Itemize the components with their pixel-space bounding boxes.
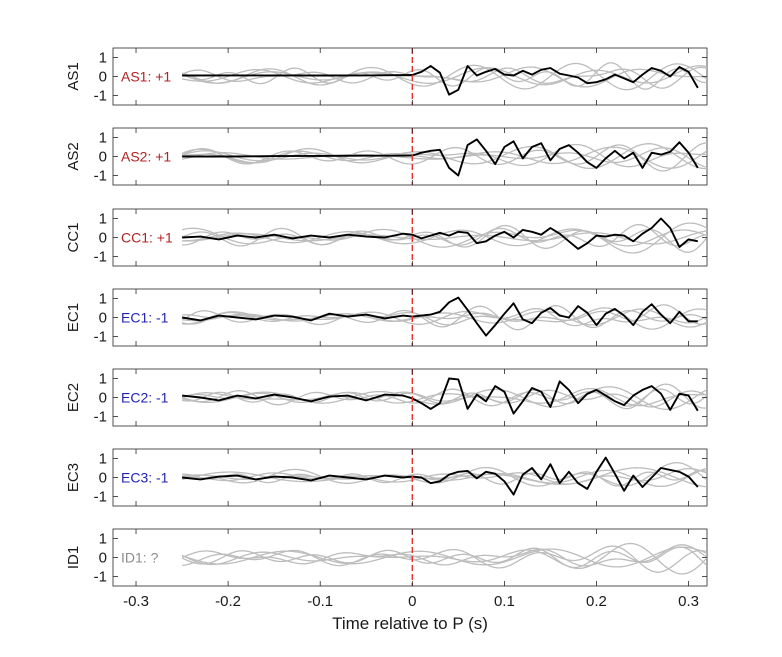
x-tick-label: 0.2	[586, 593, 607, 610]
trace-line-cc1	[182, 217, 698, 250]
y-tick-label: -1	[94, 249, 107, 266]
background-trace	[182, 143, 707, 168]
trace-label-ec1: EC1: -1	[121, 310, 169, 326]
background-trace	[181, 224, 707, 253]
background-trace	[181, 62, 707, 91]
panel-ylabel-ec3: EC3	[65, 463, 82, 492]
panel-ylabel-ec1: EC1	[65, 303, 82, 332]
panel-ylabel-cc1: CC1	[65, 222, 82, 252]
panel-frame-id1	[112, 528, 708, 587]
trace-label-id1: ID1: ?	[121, 550, 159, 566]
x-tick-label: 0.1	[494, 593, 515, 610]
trace-line-ec1	[181, 296, 698, 337]
background-trace	[181, 222, 707, 254]
y-tick-label: 0	[99, 550, 107, 567]
y-tick-label: 0	[99, 310, 107, 327]
x-tick-label: -0.2	[215, 593, 241, 610]
y-tick-label: -1	[94, 88, 107, 105]
background-trace	[182, 545, 707, 573]
y-tick-label: 1	[99, 451, 107, 468]
y-tick-label: -1	[94, 569, 107, 586]
trace-label-cc1: CC1: +1	[121, 230, 173, 246]
panel-ylabel-id1: ID1	[65, 546, 82, 569]
background-trace	[181, 546, 707, 569]
background-trace	[181, 386, 707, 410]
y-tick-label: -1	[94, 489, 107, 506]
background-trace	[182, 228, 707, 247]
y-tick-label: 1	[99, 291, 107, 308]
x-axis-title: Time relative to P (s)	[332, 614, 488, 633]
y-tick-label: 0	[99, 149, 107, 166]
trace-line-ec3	[182, 456, 699, 496]
y-tick-label: 0	[99, 69, 107, 86]
panel-ylabel-as1: AS1	[65, 62, 82, 90]
panel-ylabel-as2: AS2	[65, 142, 82, 170]
trace-line-as1	[182, 65, 699, 96]
x-tick-label: -0.1	[307, 593, 333, 610]
x-tick-label: 0	[408, 593, 416, 610]
y-tick-label: 0	[99, 230, 107, 247]
y-tick-label: 1	[99, 531, 107, 548]
x-tick-label: 0.3	[678, 593, 699, 610]
y-tick-label: 1	[99, 211, 107, 228]
background-trace	[181, 542, 707, 575]
trace-label-as1: AS1: +1	[121, 69, 171, 85]
trace-label-ec3: EC3: -1	[121, 470, 169, 486]
background-trace	[182, 467, 707, 485]
y-tick-label: 0	[99, 390, 107, 407]
y-tick-label: 1	[99, 371, 107, 388]
y-tick-label: 1	[99, 50, 107, 67]
trace-line-ec2	[182, 377, 699, 415]
panel-frame-ec1	[112, 288, 708, 347]
background-trace	[181, 387, 707, 407]
background-trace	[182, 66, 707, 88]
y-tick-label: 1	[99, 130, 107, 147]
trace-line-as2	[182, 138, 699, 177]
background-trace	[181, 389, 707, 408]
background-trace	[181, 462, 707, 487]
y-tick-label: -1	[94, 168, 107, 185]
y-tick-label: -1	[94, 409, 107, 426]
y-tick-label: 0	[99, 470, 107, 487]
trace-label-ec2: EC2: -1	[121, 390, 169, 406]
x-tick-label: -0.3	[123, 593, 149, 610]
trace-label-as2: AS2: +1	[121, 149, 171, 165]
y-tick-label: -1	[94, 329, 107, 346]
panel-ylabel-ec2: EC2	[65, 383, 82, 412]
